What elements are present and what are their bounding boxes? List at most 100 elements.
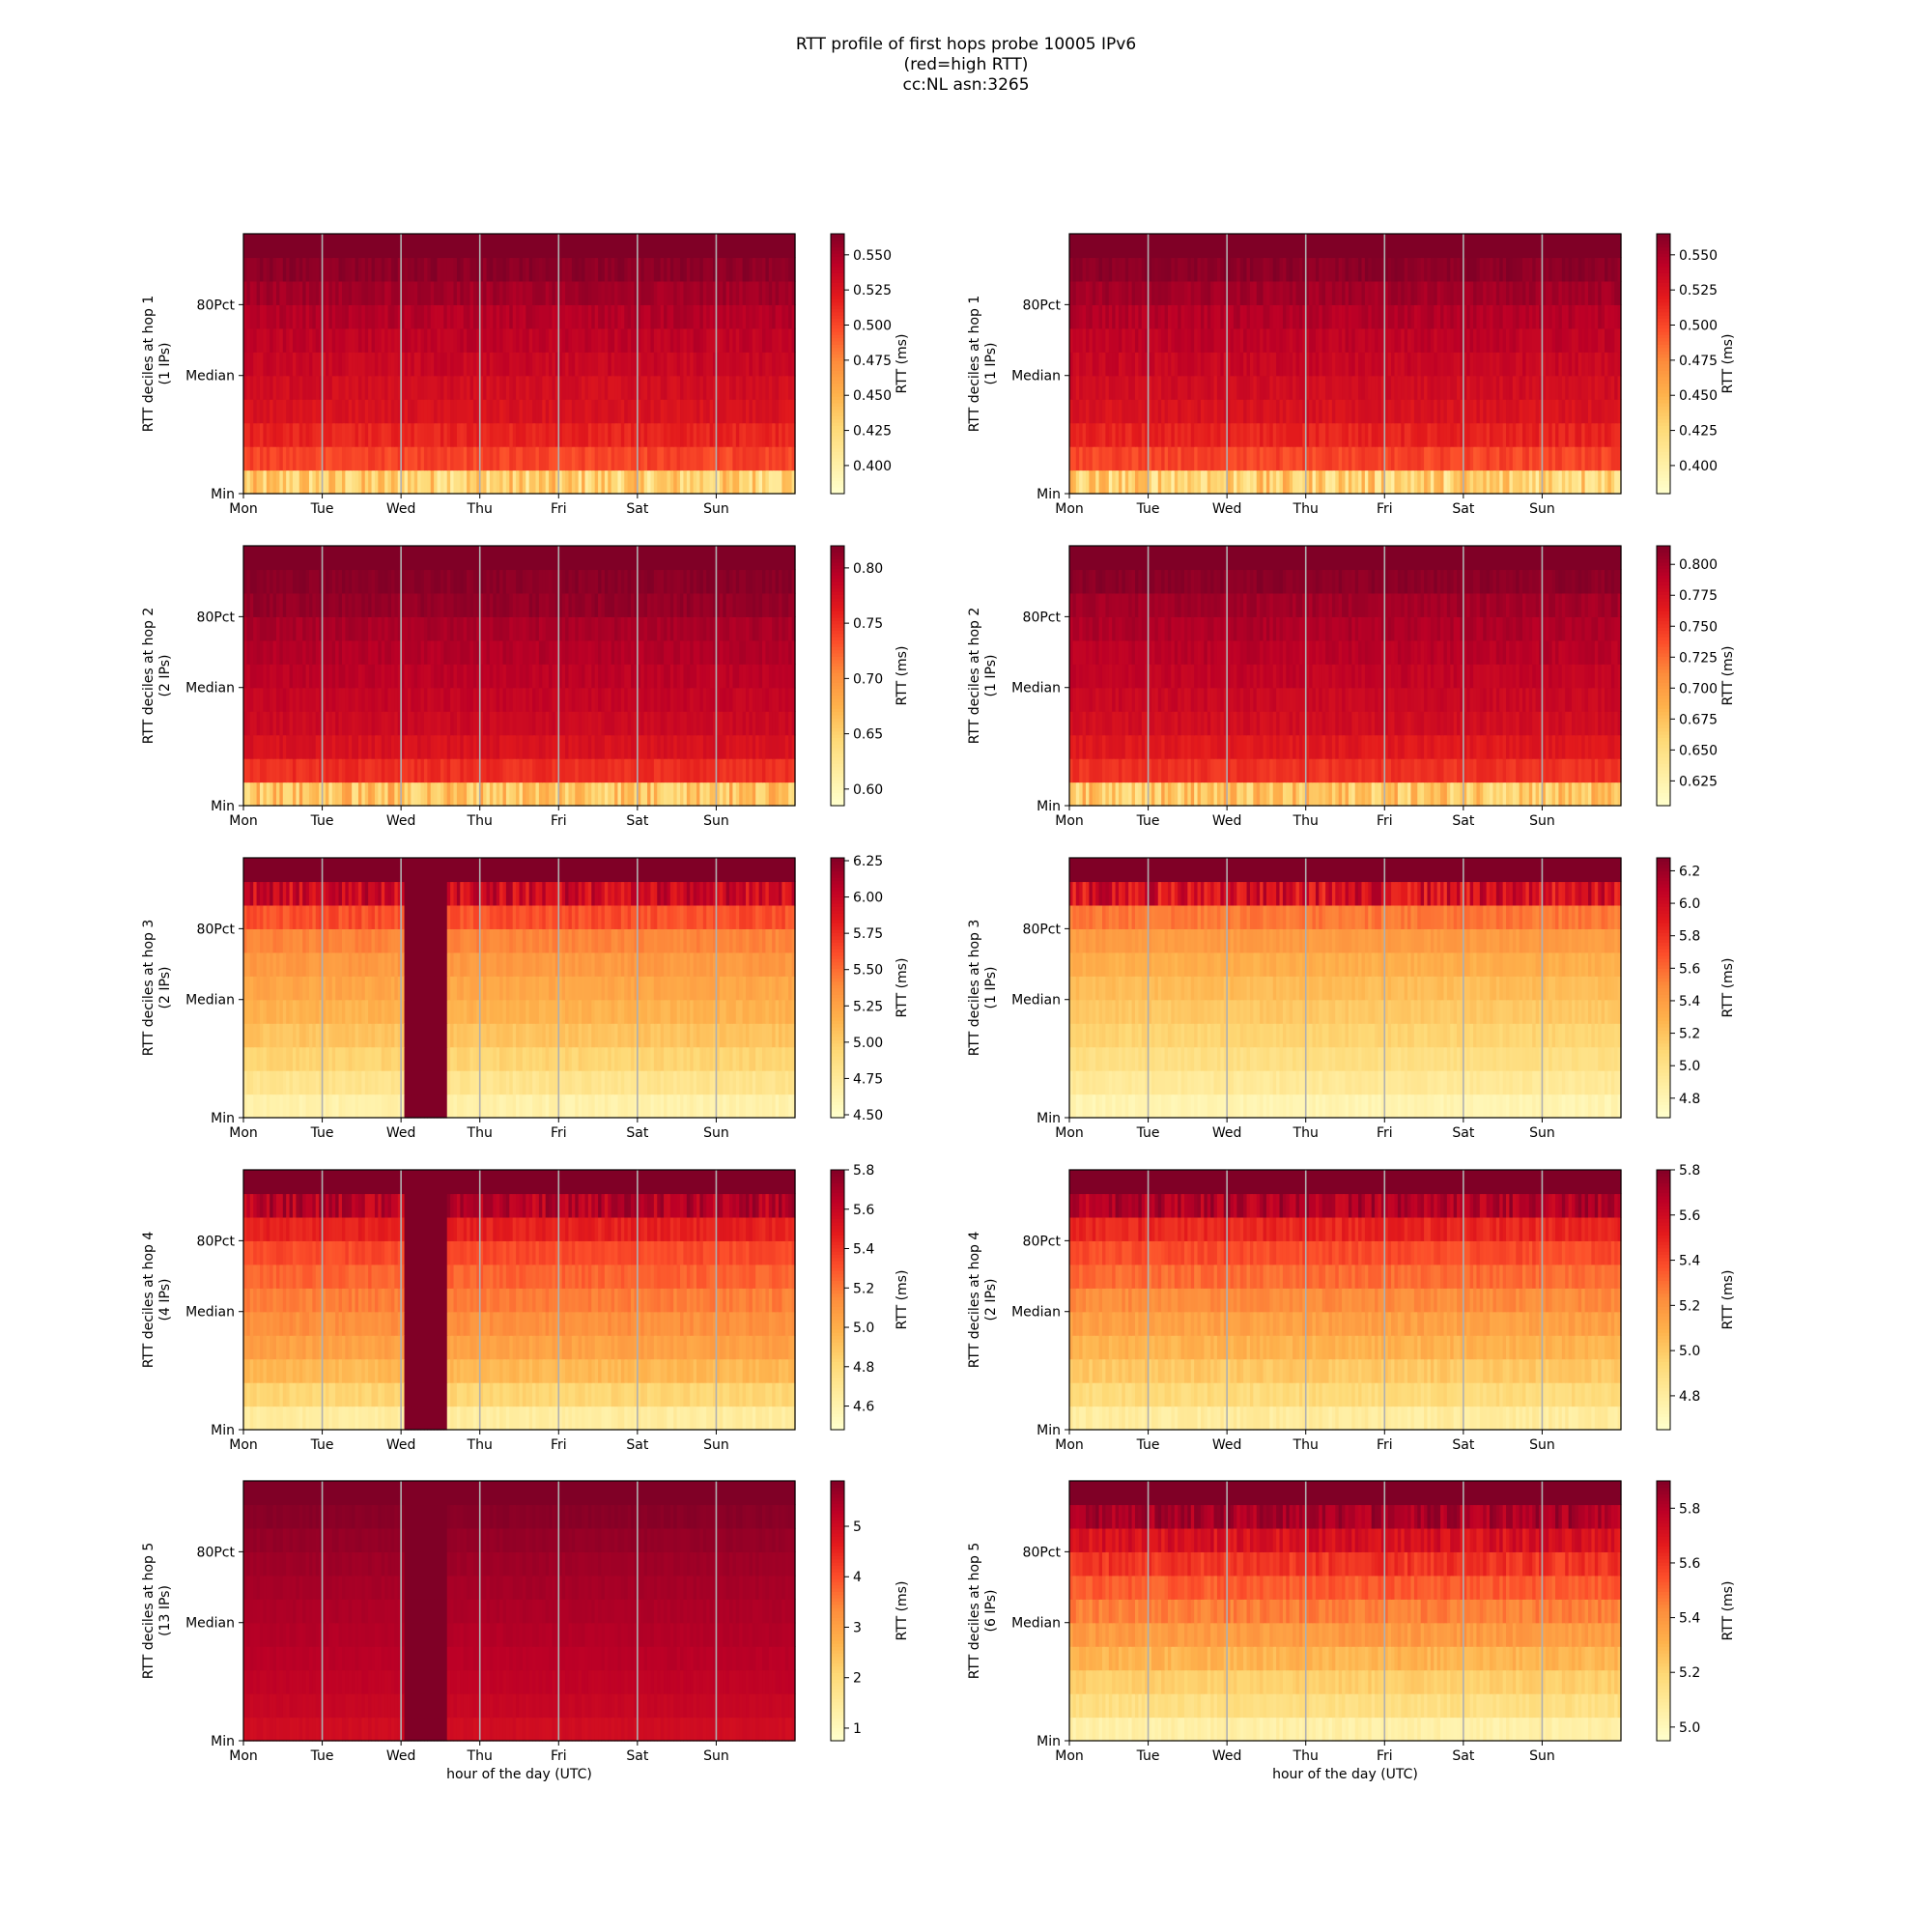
heatmap-cell xyxy=(516,399,521,424)
heatmap-cell xyxy=(522,257,526,282)
heatmap-cell xyxy=(594,257,599,282)
heatmap-cell xyxy=(1342,469,1347,495)
heatmap-cell xyxy=(1223,446,1228,471)
heatmap-cell xyxy=(361,375,366,400)
heatmap-cell xyxy=(758,422,763,447)
heatmap-cell xyxy=(1424,469,1429,495)
heatmap-cell xyxy=(489,280,494,305)
heatmap-cell xyxy=(558,327,563,353)
heatmap-cell xyxy=(604,327,609,353)
heatmap-cell xyxy=(683,422,688,447)
heatmap-cell xyxy=(791,234,796,259)
heatmap-cell xyxy=(453,352,458,377)
heatmap-cell xyxy=(302,280,307,305)
heatmap-cell xyxy=(505,446,510,471)
colorbar-segment xyxy=(831,386,844,390)
heatmap-cell xyxy=(331,257,336,282)
colorbar-segment xyxy=(831,360,844,365)
heatmap-cell xyxy=(1223,469,1228,495)
heatmap-cell xyxy=(542,469,547,495)
heatmap-cell xyxy=(765,352,770,377)
heatmap-cell xyxy=(384,352,389,377)
heatmap-cell xyxy=(259,734,264,759)
heatmap-cell xyxy=(486,280,491,305)
heatmap-cell xyxy=(282,446,287,471)
heatmap-cell xyxy=(275,687,280,712)
heatmap-cell xyxy=(279,469,284,495)
heatmap-cell xyxy=(371,327,376,353)
heatmap-cell xyxy=(1194,446,1199,471)
heatmap-cell xyxy=(430,280,435,305)
heatmap-cell xyxy=(322,446,327,471)
heatmap-cell xyxy=(631,422,636,447)
heatmap-cell xyxy=(397,234,402,259)
heatmap-cell xyxy=(528,399,533,424)
heatmap-cell xyxy=(713,422,718,447)
heatmap-cell xyxy=(561,446,566,471)
colorbar-segment xyxy=(1657,360,1670,365)
heatmap-cell xyxy=(467,422,471,447)
heatmap-cell xyxy=(657,257,662,282)
heatmap-cell xyxy=(401,422,406,447)
heatmap-cell xyxy=(627,446,632,471)
heatmap-cell xyxy=(1607,469,1612,495)
heatmap-cell xyxy=(565,304,570,329)
heatmap-cell xyxy=(1272,469,1277,495)
heatmap-cell xyxy=(427,280,432,305)
heatmap-cell xyxy=(519,422,524,447)
heatmap-cell xyxy=(608,446,612,471)
heatmap-cell xyxy=(723,375,727,400)
heatmap-cell xyxy=(355,446,359,471)
colorbar-segment xyxy=(831,246,844,251)
heatmap-cell xyxy=(325,352,329,377)
heatmap-cell xyxy=(249,327,254,353)
heatmap-cell xyxy=(496,469,500,495)
heatmap-cell xyxy=(624,375,629,400)
heatmap-cell xyxy=(345,422,350,447)
heatmap-cell xyxy=(381,352,385,377)
heatmap-cell xyxy=(582,304,586,329)
heatmap-cell xyxy=(371,304,376,329)
heatmap-cell xyxy=(296,257,300,282)
heatmap-cell xyxy=(549,446,554,471)
heatmap-cell xyxy=(325,446,329,471)
heatmap-cell xyxy=(713,234,718,259)
heatmap-cell xyxy=(387,687,392,712)
heatmap-cell xyxy=(476,304,481,329)
heatmap-cell xyxy=(1069,446,1073,471)
heatmap-cell xyxy=(552,446,556,471)
heatmap-cell xyxy=(735,469,740,495)
heatmap-cell xyxy=(601,257,606,282)
heatmap-cell xyxy=(259,375,264,400)
heatmap-cell xyxy=(411,304,415,329)
heatmap-cell xyxy=(355,469,359,495)
heatmap-cell xyxy=(298,327,303,353)
heatmap-cell xyxy=(338,399,343,424)
heatmap-cell xyxy=(601,399,606,424)
heatmap-cell xyxy=(719,422,724,447)
heatmap-cell xyxy=(1351,469,1356,495)
heatmap-cell xyxy=(620,422,625,447)
heatmap-cell xyxy=(384,234,389,259)
colorbar-segment xyxy=(831,363,844,368)
heatmap-cell xyxy=(469,304,474,329)
heatmap-cell xyxy=(532,234,537,259)
heatmap-cell xyxy=(476,327,481,353)
heatmap-cell xyxy=(456,234,461,259)
heatmap-cell xyxy=(493,257,497,282)
heatmap-cell xyxy=(446,446,451,471)
heatmap-cell xyxy=(305,446,310,471)
heatmap-cell xyxy=(1404,469,1408,495)
heatmap-cell xyxy=(582,399,586,424)
heatmap-cell xyxy=(357,422,362,447)
heatmap-cell xyxy=(1265,469,1270,495)
heatmap-cell xyxy=(368,327,373,353)
heatmap-cell xyxy=(516,352,521,377)
heatmap-cell xyxy=(587,375,592,400)
heatmap-cell xyxy=(286,446,291,471)
heatmap-cell xyxy=(788,234,793,259)
heatmap-cell xyxy=(331,327,336,353)
heatmap-cell xyxy=(450,469,455,495)
heatmap-cell xyxy=(552,257,556,282)
heatmap-cell xyxy=(519,399,524,424)
